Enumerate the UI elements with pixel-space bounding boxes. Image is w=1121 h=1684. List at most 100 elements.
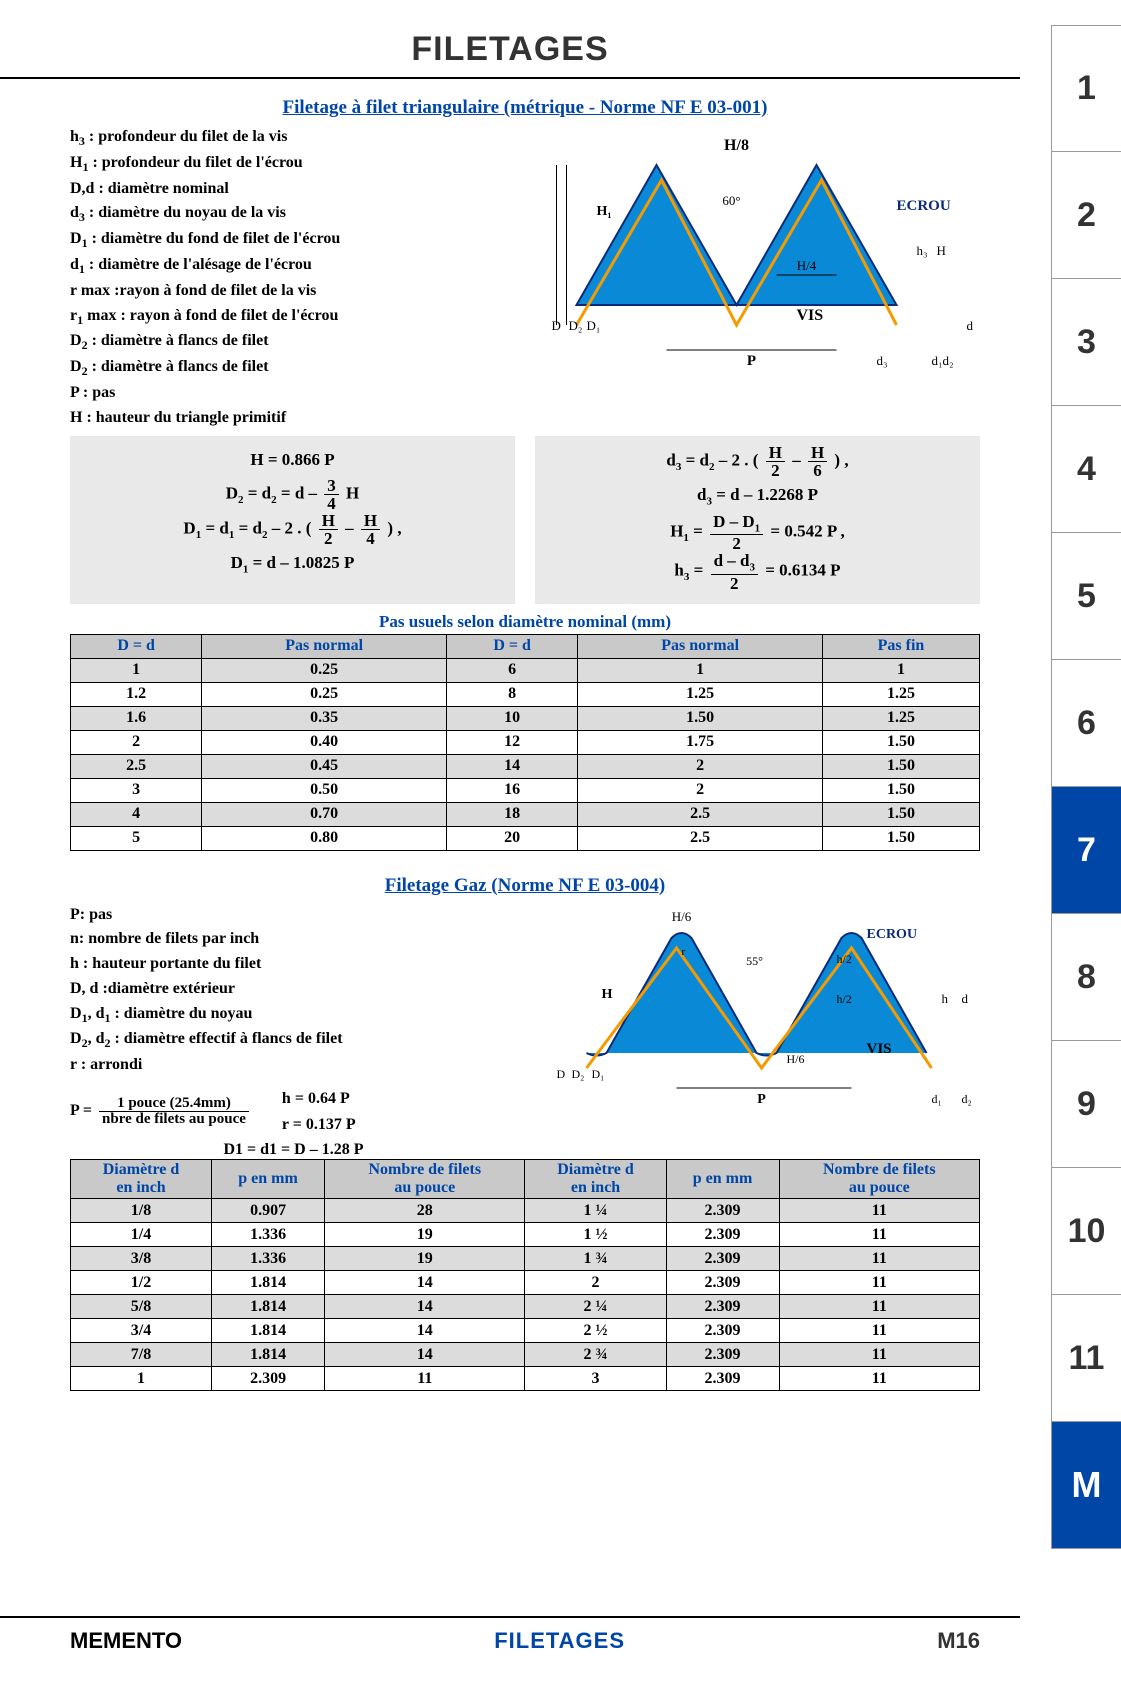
- side-tab-10[interactable]: 10: [1051, 1168, 1121, 1295]
- table-row: 1.20.2581.251.25: [71, 682, 980, 706]
- table-row: 20.40121.751.50: [71, 730, 980, 754]
- side-tab-2[interactable]: 2: [1051, 152, 1121, 279]
- svg-text:60°: 60°: [722, 193, 740, 208]
- table-header: Pas normal: [202, 634, 447, 658]
- svg-text:VIS: VIS: [797, 307, 824, 324]
- svg-text:P: P: [747, 353, 756, 369]
- footer-mid: FILETAGES: [494, 1628, 625, 1654]
- definition-line: r1 max : rayon à fond de filet de l'écro…: [70, 304, 517, 330]
- svg-text:H: H: [937, 243, 946, 258]
- side-tabs: 1234567891011M: [1051, 25, 1121, 1549]
- side-tab-M[interactable]: M: [1051, 1422, 1121, 1549]
- svg-text:D: D: [552, 318, 561, 333]
- svg-text:H/8: H/8: [724, 137, 749, 154]
- svg-text:D₂: D₂: [572, 1067, 585, 1081]
- table-header: Nombre de filetsau pouce: [779, 1160, 979, 1199]
- side-tab-4[interactable]: 4: [1051, 406, 1121, 533]
- table-header: Pas fin: [823, 634, 980, 658]
- table-row: 5/81.814142 ¼2.30911: [71, 1295, 980, 1319]
- definition-line: D2 : diamètre à flancs de filet: [70, 355, 517, 381]
- svg-text:ECROU: ECROU: [897, 198, 951, 214]
- side-tab-1[interactable]: 1: [1051, 25, 1121, 152]
- svg-text:d₂: d₂: [962, 1092, 972, 1106]
- table-header: D = d: [447, 634, 578, 658]
- table-row: 2.50.451421.50: [71, 754, 980, 778]
- section1-title: Filetage à filet triangulaire (métrique …: [70, 79, 980, 125]
- svg-text:H: H: [602, 987, 613, 1002]
- definition-line: D, d :diamètre extérieur: [70, 977, 517, 1002]
- table-row: 12.3091132.30911: [71, 1367, 980, 1391]
- table-header: Diamètre den inch: [525, 1160, 666, 1199]
- table1-caption: Pas usuels selon diamètre nominal (mm): [70, 604, 980, 634]
- svg-text:ECROU: ECROU: [867, 927, 918, 942]
- table-filetage-gaz: Diamètre den inchp en mmNombre de filets…: [70, 1159, 980, 1391]
- definition-line: r max :rayon à fond de filet de la vis: [70, 279, 517, 304]
- table-row: 40.70182.51.50: [71, 802, 980, 826]
- table-row: 50.80202.51.50: [71, 826, 980, 850]
- table-header: Nombre de filetsau pouce: [325, 1160, 525, 1199]
- section2-definitions: P: pasn: nombre de filets par inchh : ha…: [70, 903, 517, 1079]
- table-row: 3/41.814142 ½2.30911: [71, 1319, 980, 1343]
- definition-line: h3 : profondeur du filet de la vis: [70, 125, 517, 151]
- definition-line: D2 : diamètre à flancs de filet: [70, 329, 517, 355]
- definition-line: D1 : diamètre du fond de filet de l'écro…: [70, 227, 517, 253]
- side-tab-7[interactable]: 7: [1051, 787, 1121, 914]
- side-tab-3[interactable]: 3: [1051, 279, 1121, 406]
- thread-diagram-gaz: H/6 ECROU VIS 55° h/2 h/2 H H/6 h d D D₂…: [533, 903, 980, 1113]
- side-tab-5[interactable]: 5: [1051, 533, 1121, 660]
- definition-line: d1 : diamètre de l'alésage de l'écrou: [70, 253, 517, 279]
- svg-text:D₂: D₂: [569, 318, 583, 333]
- table-row: 1/41.336191 ½2.30911: [71, 1223, 980, 1247]
- svg-text:H/6: H/6: [672, 909, 692, 924]
- svg-text:r: r: [682, 946, 686, 958]
- table-header: p en mm: [212, 1160, 325, 1199]
- definition-line: H : hauteur du triangle primitif: [70, 406, 517, 431]
- table-row: 1/80.907281 ¼2.30911: [71, 1199, 980, 1223]
- side-tab-11[interactable]: 11: [1051, 1295, 1121, 1422]
- thread-diagram-metric: H/8 ECROU VIS 60° H/4 D D₂ D₁ H₁ h₃ H: [533, 125, 980, 385]
- svg-text:H/6: H/6: [787, 1052, 805, 1066]
- table-row: 7/81.814142 ¾2.30911: [71, 1343, 980, 1367]
- svg-text:VIS: VIS: [867, 1041, 892, 1057]
- table-row: 1/21.8141422.30911: [71, 1271, 980, 1295]
- side-tab-6[interactable]: 6: [1051, 660, 1121, 787]
- side-tab-8[interactable]: 8: [1051, 914, 1121, 1041]
- footer: MEMENTO FILETAGES M16: [0, 1616, 1020, 1654]
- svg-text:d₁: d₁: [932, 1092, 942, 1106]
- section1-definitions: h3 : profondeur du filet de la visH1 : p…: [70, 125, 517, 430]
- table-row: 3/81.336191 ¾2.30911: [71, 1247, 980, 1271]
- svg-text:d₃: d₃: [877, 353, 888, 368]
- svg-text:D₁: D₁: [587, 318, 601, 333]
- definition-line: P: pas: [70, 903, 517, 928]
- svg-text:d: d: [962, 991, 969, 1006]
- table-header: D = d: [71, 634, 202, 658]
- definition-line: d3 : diamètre du noyau de la vis: [70, 201, 517, 227]
- table-row: 1.60.35101.501.25: [71, 706, 980, 730]
- side-tab-9[interactable]: 9: [1051, 1041, 1121, 1168]
- table-row: 10.25611: [71, 658, 980, 682]
- table-header: p en mm: [666, 1160, 779, 1199]
- formulas-left: H = 0.866 P D2 = d2 = d – 34 H D1 = d1 =…: [70, 436, 515, 603]
- definition-line: D1, d1 : diamètre du noyau: [70, 1002, 517, 1028]
- svg-text:H/4: H/4: [797, 258, 817, 273]
- definition-line: r : arrondi: [70, 1053, 517, 1078]
- svg-text:h/2: h/2: [837, 952, 852, 966]
- definition-line: P : pas: [70, 381, 517, 406]
- svg-text:P: P: [757, 1092, 766, 1107]
- formula-p: P = 1 pouce (25.4mm)nbre de filets au po…: [70, 1096, 252, 1127]
- table-row: 30.501621.50: [71, 778, 980, 802]
- formulas-mid: h = 0.64 P r = 0.137 P: [282, 1086, 356, 1137]
- svg-text:D₁: D₁: [592, 1067, 605, 1081]
- definition-line: n: nombre de filets par inch: [70, 927, 517, 952]
- svg-text:55°: 55°: [746, 954, 763, 968]
- table-header: Pas normal: [578, 634, 823, 658]
- section2-title: Filetage Gaz (Norme NF E 03-004): [70, 851, 980, 903]
- svg-text:h: h: [942, 991, 949, 1006]
- footer-right: M16: [937, 1628, 980, 1654]
- definition-line: H1 : profondeur du filet de l'écrou: [70, 151, 517, 177]
- formula-d1: D1 = d1 = D – 1.28 P: [70, 1141, 517, 1159]
- definition-line: h : hauteur portante du filet: [70, 952, 517, 977]
- svg-text:h/2: h/2: [837, 992, 852, 1006]
- svg-text:h₃: h₃: [917, 243, 928, 258]
- svg-text:d₁d₂: d₁d₂: [932, 353, 954, 368]
